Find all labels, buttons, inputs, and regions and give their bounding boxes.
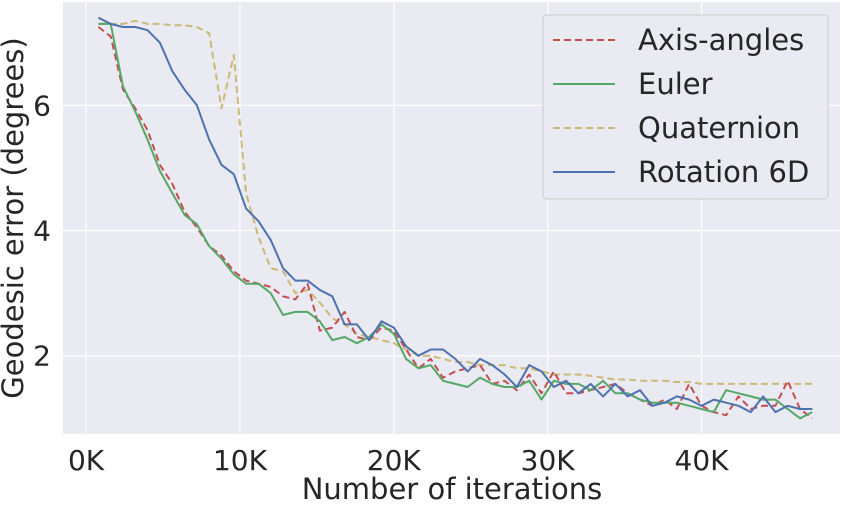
series-group	[97, 16, 813, 420]
series-line-euler	[98, 22, 813, 420]
legend-label: Axis-angles	[638, 23, 804, 57]
y-tick-label: 4	[33, 215, 51, 248]
x-tick-labels: 0K 10K 20K 30K 40K	[68, 444, 729, 477]
x-tick-label: 40K	[675, 444, 730, 477]
legend: Axis-angles Euler Quaternion Rotation 6D	[542, 14, 829, 200]
y-tick-label: 2	[33, 340, 51, 373]
y-tick-label: 6	[33, 89, 51, 122]
x-tick-label: 10K	[213, 444, 268, 477]
series-line-quaternion	[98, 19, 813, 385]
legend-box	[542, 14, 829, 200]
y-tick-labels: 2 4 6	[33, 89, 51, 372]
legend-label: Euler	[638, 67, 713, 101]
x-tick-label: 0K	[68, 444, 105, 477]
series-line-rotation-6d	[97, 16, 813, 414]
y-axis-label: Geodesic error (degrees)	[0, 37, 30, 398]
x-tick-label: 30K	[521, 444, 576, 477]
legend-label: Rotation 6D	[638, 155, 809, 189]
series-line-axis-angles	[97, 26, 813, 420]
x-axis-label: Number of iterations	[302, 472, 603, 506]
legend-label: Quaternion	[638, 111, 800, 145]
x-tick-label: 20K	[367, 444, 422, 477]
